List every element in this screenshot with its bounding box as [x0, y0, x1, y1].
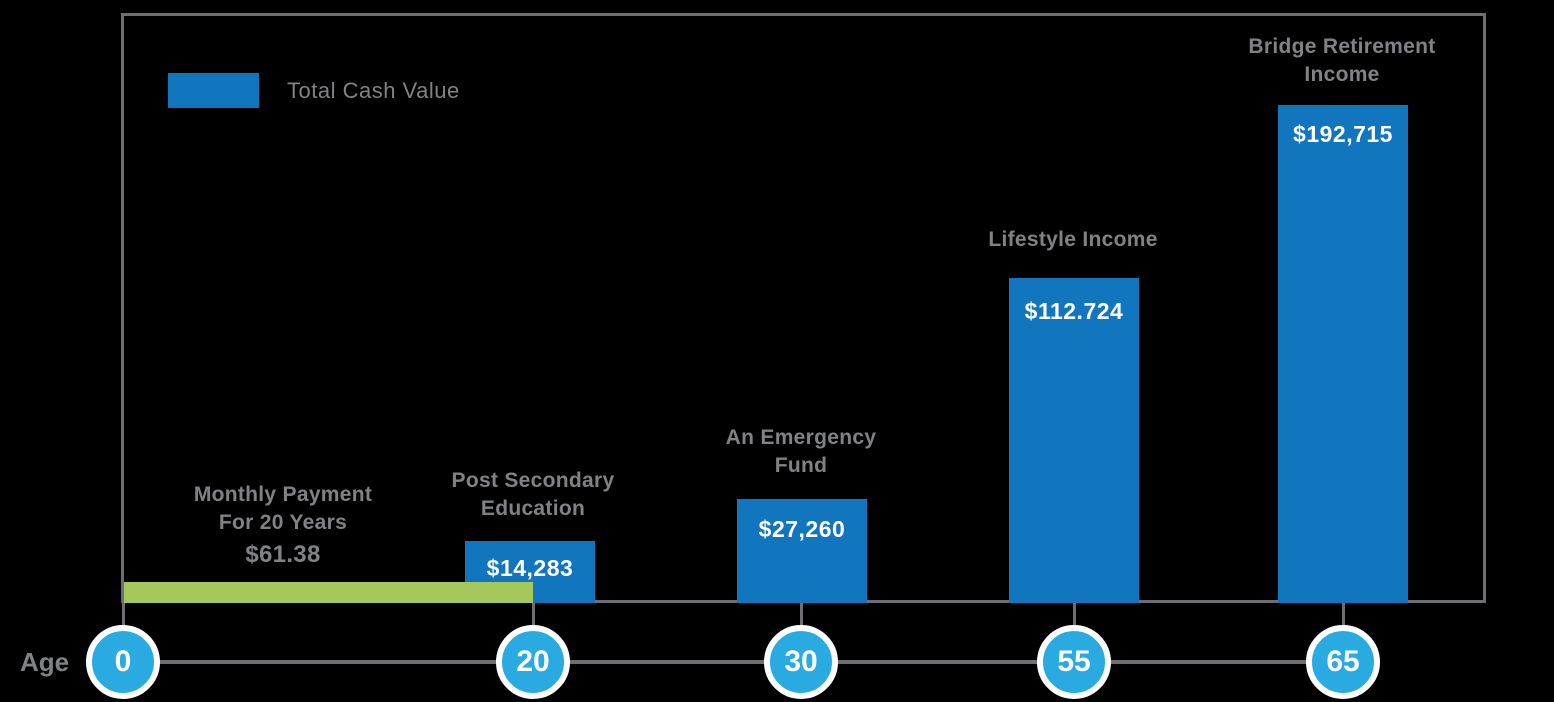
- label-bridge-retirement-income: Bridge Retirement Income: [1248, 35, 1436, 86]
- bar-age-30: $27,260: [737, 499, 867, 603]
- age-axis-line: [123, 660, 1343, 664]
- value-monthly-payment: $61.38: [245, 541, 321, 568]
- age-marker-55: 55: [1037, 625, 1111, 699]
- bar-age-55: $112.724: [1009, 278, 1139, 603]
- age-axis-title: Age: [20, 647, 70, 677]
- age-marker-0: 0: [86, 625, 160, 699]
- monthly-payment-band: [124, 582, 533, 603]
- age-tick-65: [1342, 603, 1345, 628]
- age-marker-30: 30: [764, 625, 838, 699]
- age-tick-55: [1073, 603, 1076, 628]
- label-emergency-fund: An Emergency Fund: [725, 426, 877, 477]
- bar-value-age-55: $112.724: [1024, 298, 1124, 324]
- legend-label: Total Cash Value: [287, 78, 460, 103]
- label-monthly-payment: Monthly Payment For 20 Years: [193, 483, 373, 534]
- bar-value-age-65: $192,715: [1293, 121, 1393, 147]
- legend-swatch-total-cash-value: [168, 73, 259, 108]
- age-tick-20: [532, 603, 535, 628]
- label-lifestyle-income: Lifestyle Income: [988, 228, 1158, 251]
- bar-value-age-30: $27,260: [758, 516, 846, 542]
- age-tick-0: [122, 603, 125, 628]
- age-marker-65: 65: [1306, 625, 1380, 699]
- label-post-secondary-education: Post Secondary Education: [451, 469, 615, 520]
- bar-age-65: $192,715: [1278, 105, 1408, 603]
- age-marker-20: 20: [496, 625, 570, 699]
- bar-value-age-20: $14,283: [486, 555, 574, 581]
- age-tick-30: [800, 603, 803, 628]
